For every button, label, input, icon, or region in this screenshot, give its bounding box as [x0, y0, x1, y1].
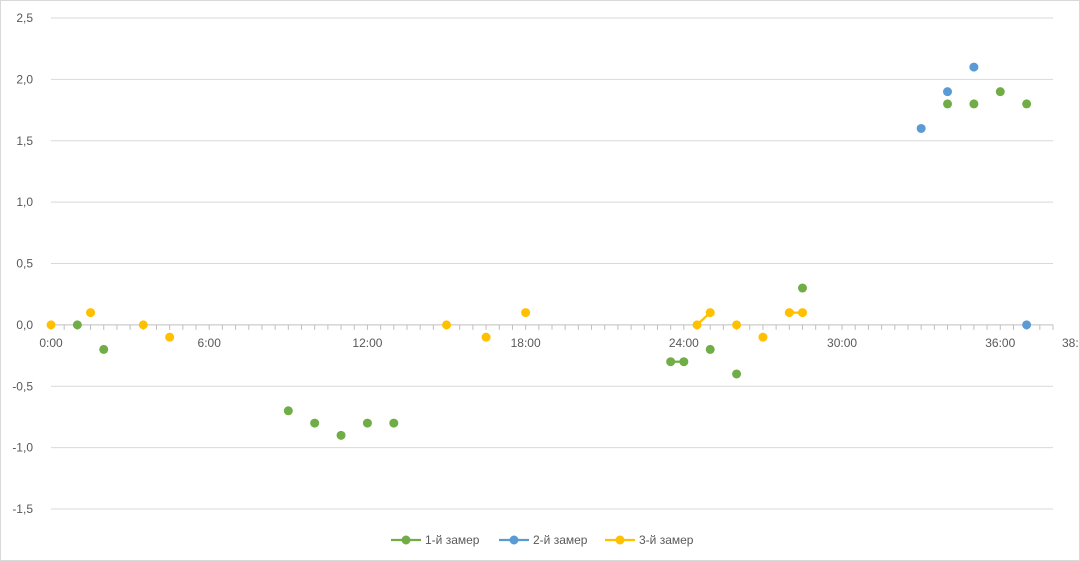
- data-point: [943, 99, 953, 109]
- data-point: [362, 418, 372, 428]
- data-point: [389, 418, 399, 428]
- legend-item-3: 3-й замер: [605, 533, 694, 547]
- series-2: [916, 62, 1032, 330]
- series-1: [72, 87, 1032, 440]
- data-point: [442, 320, 452, 330]
- legend-label: 1-й замер: [425, 533, 480, 547]
- data-point: [283, 406, 293, 416]
- x-tick-label: 36:00: [985, 336, 1015, 350]
- legend-item-1: 1-й замер: [391, 533, 480, 547]
- legend-item-2: 2-й замер: [499, 533, 588, 547]
- data-point: [916, 123, 926, 133]
- y-tick-label: 1,0: [16, 195, 33, 209]
- legend-marker: [401, 535, 411, 545]
- data-point: [732, 320, 742, 330]
- data-point: [692, 320, 702, 330]
- data-point: [705, 344, 715, 354]
- y-tick-label: 0,0: [16, 318, 33, 332]
- data-point: [1022, 320, 1032, 330]
- series-layer: [46, 62, 1032, 440]
- data-point: [969, 99, 979, 109]
- data-point: [995, 87, 1005, 97]
- y-axis: 2,5 2,0 1,5 1,0 0,5 0,0 -0,5 -1,0 -1,5: [12, 11, 33, 516]
- x-tick-label: 0:00: [39, 336, 63, 350]
- data-point: [86, 308, 96, 318]
- data-point: [46, 320, 56, 330]
- data-point: [138, 320, 148, 330]
- data-point: [336, 430, 346, 440]
- x-axis: 0:00 6:00 12:00 18:00 24:00 30:00 36:00 38:00: [39, 324, 1079, 350]
- x-tick-label: 6:00: [198, 336, 222, 350]
- data-point: [521, 308, 531, 318]
- legend-marker: [509, 535, 519, 545]
- data-point: [99, 344, 109, 354]
- data-point: [705, 308, 715, 318]
- y-tick-label: 2,5: [16, 11, 33, 25]
- y-tick-label: -0,5: [12, 379, 33, 393]
- legend-label: 3-й замер: [639, 533, 694, 547]
- x-tick-label: 12:00: [352, 336, 382, 350]
- data-point: [969, 62, 979, 72]
- x-tick-label: 18:00: [511, 336, 541, 350]
- y-tick-label: -1,0: [12, 441, 33, 455]
- data-point: [165, 332, 175, 342]
- x-tick-label: 30:00: [827, 336, 857, 350]
- y-tick-label: 2,0: [16, 72, 33, 86]
- series-3: [46, 308, 807, 342]
- data-point: [679, 357, 689, 367]
- data-point: [732, 369, 742, 379]
- data-point: [72, 320, 82, 330]
- data-point: [798, 308, 807, 318]
- y-tick-label: -1,5: [12, 502, 33, 516]
- x-tick-label: 24:00: [669, 336, 699, 350]
- x-tick-label: 38:00: [1062, 336, 1079, 350]
- data-point: [310, 418, 320, 428]
- data-point: [798, 283, 807, 293]
- legend-label: 2-й замер: [533, 533, 588, 547]
- y-tick-label: 1,5: [16, 134, 33, 148]
- data-point: [784, 308, 794, 318]
- data-point: [758, 332, 768, 342]
- legend-marker: [615, 535, 625, 545]
- data-point: [943, 87, 953, 97]
- data-point: [481, 332, 491, 342]
- data-point: [666, 357, 676, 367]
- grid-layer: [51, 17, 1053, 510]
- legend: 1-й замер 2-й замер 3-й замер: [391, 533, 694, 547]
- data-point: [1022, 99, 1032, 109]
- y-tick-label: 0,5: [16, 257, 33, 271]
